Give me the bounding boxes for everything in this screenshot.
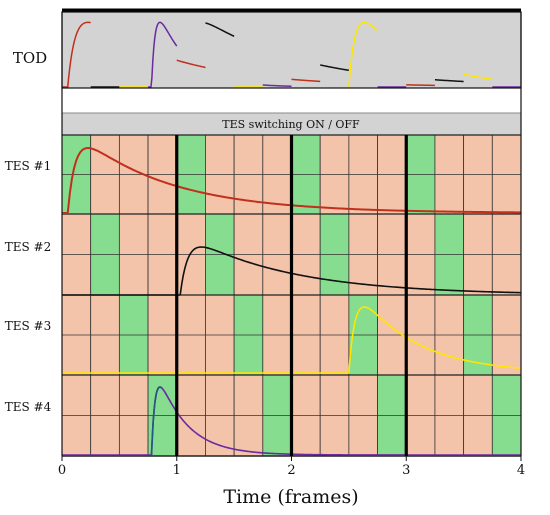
- tes4-label: TES #4: [5, 400, 52, 414]
- frame-boundaries: [61, 12, 522, 456]
- tod-segment-12: [406, 84, 435, 87]
- tod-segment-9: [320, 64, 350, 72]
- tod-segment-10: [348, 21, 379, 88]
- tes3-label: TES #3: [5, 319, 52, 333]
- tod-segment-5: [205, 22, 235, 38]
- tod-segment-13: [434, 78, 464, 83]
- tod-segment-4: [176, 59, 206, 69]
- tes-grid: [61, 134, 522, 457]
- tod-segment-14: [463, 73, 493, 80]
- tod-segment-8: [291, 78, 321, 83]
- x-axis: 0 1 2 3 4: [58, 456, 525, 478]
- tes1-label: TES #1: [5, 159, 52, 173]
- x-axis-label: Time (frames): [223, 486, 358, 508]
- tes2-pulse-curve: [62, 246, 522, 296]
- x-tick-label-0: 0: [58, 463, 66, 478]
- tes3-pulse-curve: [62, 306, 522, 374]
- tod-label: TOD: [13, 49, 47, 67]
- x-tick-label-1: 1: [173, 463, 181, 478]
- x-tick-label-4: 4: [517, 463, 525, 478]
- tes4-pulse-curve: [62, 386, 521, 456]
- x-tick-label-3: 3: [402, 463, 410, 478]
- tod-panel: [62, 12, 521, 88]
- tod-segment-7: [262, 84, 292, 87]
- tes4-rise-segment: [150, 386, 163, 456]
- switching-label: TES switching ON / OFF: [222, 118, 360, 131]
- tod-segment-3: [148, 21, 178, 88]
- x-tick-label-2: 2: [287, 463, 295, 478]
- tes2-label: TES #2: [5, 240, 52, 254]
- tod-segment-0: [62, 21, 91, 88]
